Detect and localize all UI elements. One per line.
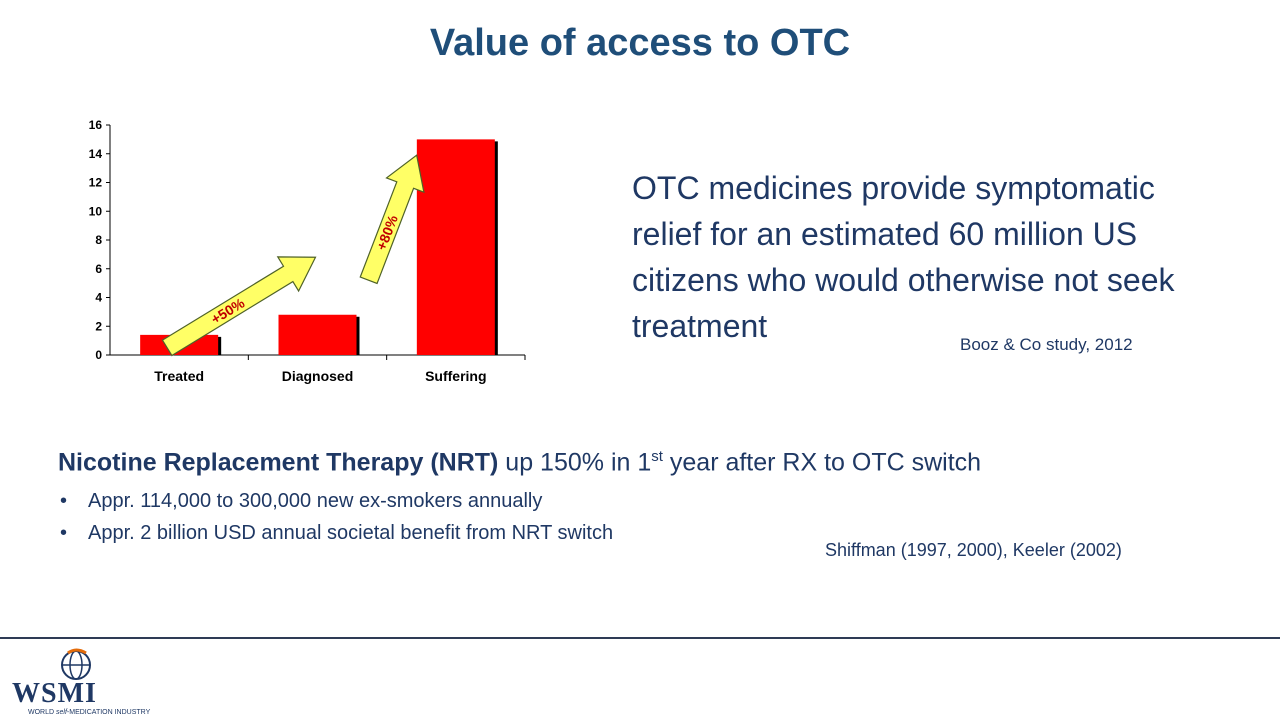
slide-title: Value of access to OTC [429, 22, 851, 64]
logo-tagline-self: self [56, 709, 67, 716]
logo-wordmark: WSMI [12, 678, 97, 709]
list-item: • Appr. 2 billion USD annual societal ben… [58, 517, 613, 549]
y-tick-label: 0 [95, 348, 102, 362]
list-item: • Appr. 114,000 to 300,000 new ex-smokers… [58, 485, 613, 517]
bullet-text: Appr. 2 billion USD annual societal bene… [88, 522, 614, 544]
y-tick-label: 8 [95, 233, 102, 247]
y-tick-label: 12 [89, 176, 103, 190]
nrt-bullet-list: • Appr. 114,000 to 300,000 new ex-smokers… [58, 485, 613, 549]
bar [416, 139, 495, 355]
y-tick-label: 10 [89, 204, 103, 218]
y-tick-label: 4 [95, 291, 102, 305]
y-tick-label: 14 [89, 147, 103, 161]
logo-tagline: WORLD self-MEDICATION INDUSTRY [28, 709, 150, 716]
statement-source: Booz & Co study, 2012 [960, 335, 1133, 354]
bar-chart: 0 2 4 6 8 10 12 14 16 Treated Diagnosed Suffering +… [89, 118, 526, 384]
nrt-heading-text-end: year after RX to OTC switch [662, 448, 982, 477]
nrt-heading-text: up 150% in 1 [498, 448, 652, 477]
x-tick-label: Diagnosed [282, 368, 354, 384]
logo-tagline-pre: WORLD [28, 709, 56, 716]
nrt-heading-superscript: st [651, 448, 663, 465]
bullet-icon: • [60, 490, 68, 512]
bar [278, 314, 357, 355]
footer-divider [0, 637, 1280, 639]
otc-statement: OTC medicines provide symptomatic relief… [632, 170, 1175, 344]
nrt-heading: Nicotine Replacement Therapy (NRT) up 15… [58, 448, 981, 477]
y-tick-label: 6 [95, 262, 102, 276]
y-tick-label: 2 [95, 319, 102, 333]
x-tick-label: Suffering [425, 368, 486, 384]
arrow-shape [359, 154, 425, 285]
nrt-source: Shiffman (1997, 2000), Keeler (2002) [825, 540, 1122, 560]
globe-icon [61, 648, 91, 680]
bullet-text: Appr. 114,000 to 300,000 new ex-smokers … [88, 490, 543, 512]
x-tick-label: Treated [154, 368, 204, 384]
logo-tagline-post: -MEDICATION INDUSTRY [66, 709, 151, 716]
bullet-icon: • [60, 522, 68, 544]
arrow-shape [161, 256, 317, 357]
y-tick-label: 16 [89, 118, 103, 132]
growth-arrow: +50% [161, 256, 317, 357]
nrt-heading-bold: Nicotine Replacement Therapy (NRT) [58, 448, 499, 477]
